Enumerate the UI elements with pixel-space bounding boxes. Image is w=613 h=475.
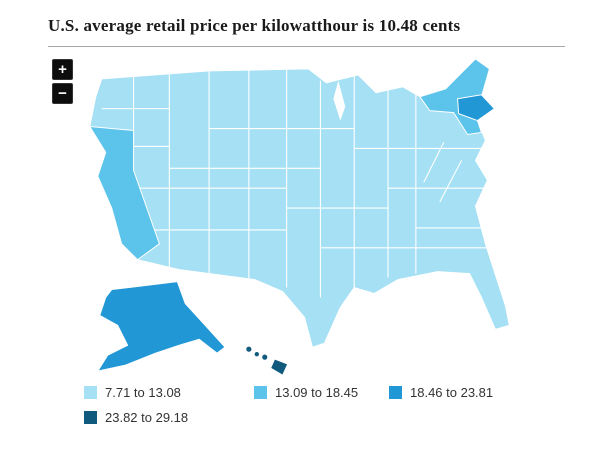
legend-item-bin1: 7.71 to 13.08 bbox=[84, 385, 254, 400]
legend-swatch-bin2 bbox=[254, 386, 267, 399]
header: U.S. average retail price per kilowattho… bbox=[0, 0, 613, 47]
region-southern-new-england[interactable] bbox=[457, 94, 496, 122]
legend-label-bin2: 13.09 to 18.45 bbox=[275, 385, 359, 400]
us-map-container[interactable]: + − bbox=[48, 49, 569, 381]
legend-swatch-bin4 bbox=[84, 411, 97, 424]
state-border-lines bbox=[89, 68, 488, 298]
legend-label-bin1: 7.71 to 13.08 bbox=[105, 385, 181, 400]
legend-swatch-bin1 bbox=[84, 386, 97, 399]
legend-item-bin3: 18.46 to 23.81 bbox=[389, 385, 493, 400]
legend-label-bin3: 18.46 to 23.81 bbox=[410, 385, 494, 400]
lake-michigan-shape bbox=[333, 80, 346, 121]
legend-swatch-bin3 bbox=[389, 386, 402, 399]
us-choropleth-map[interactable] bbox=[48, 49, 569, 381]
title-divider bbox=[48, 46, 565, 47]
region-hawaii[interactable] bbox=[245, 345, 289, 376]
page-title: U.S. average retail price per kilowattho… bbox=[48, 16, 461, 35]
map-legend: 7.71 to 13.08 13.09 to 18.45 18.46 to 23… bbox=[0, 381, 613, 425]
region-california[interactable] bbox=[88, 125, 160, 261]
map-zoom-controls: + − bbox=[52, 59, 73, 104]
legend-label-bin4: 23.82 to 29.18 bbox=[105, 410, 189, 425]
region-alaska[interactable] bbox=[96, 281, 226, 372]
zoom-out-button[interactable]: − bbox=[52, 83, 73, 104]
legend-item-bin2: 13.09 to 18.45 bbox=[254, 385, 389, 400]
legend-row: 23.82 to 29.18 bbox=[84, 410, 613, 425]
zoom-in-button[interactable]: + bbox=[52, 59, 73, 80]
legend-item-bin4: 23.82 to 29.18 bbox=[84, 410, 188, 425]
legend-row: 7.71 to 13.08 13.09 to 18.45 18.46 to 23… bbox=[84, 385, 613, 400]
